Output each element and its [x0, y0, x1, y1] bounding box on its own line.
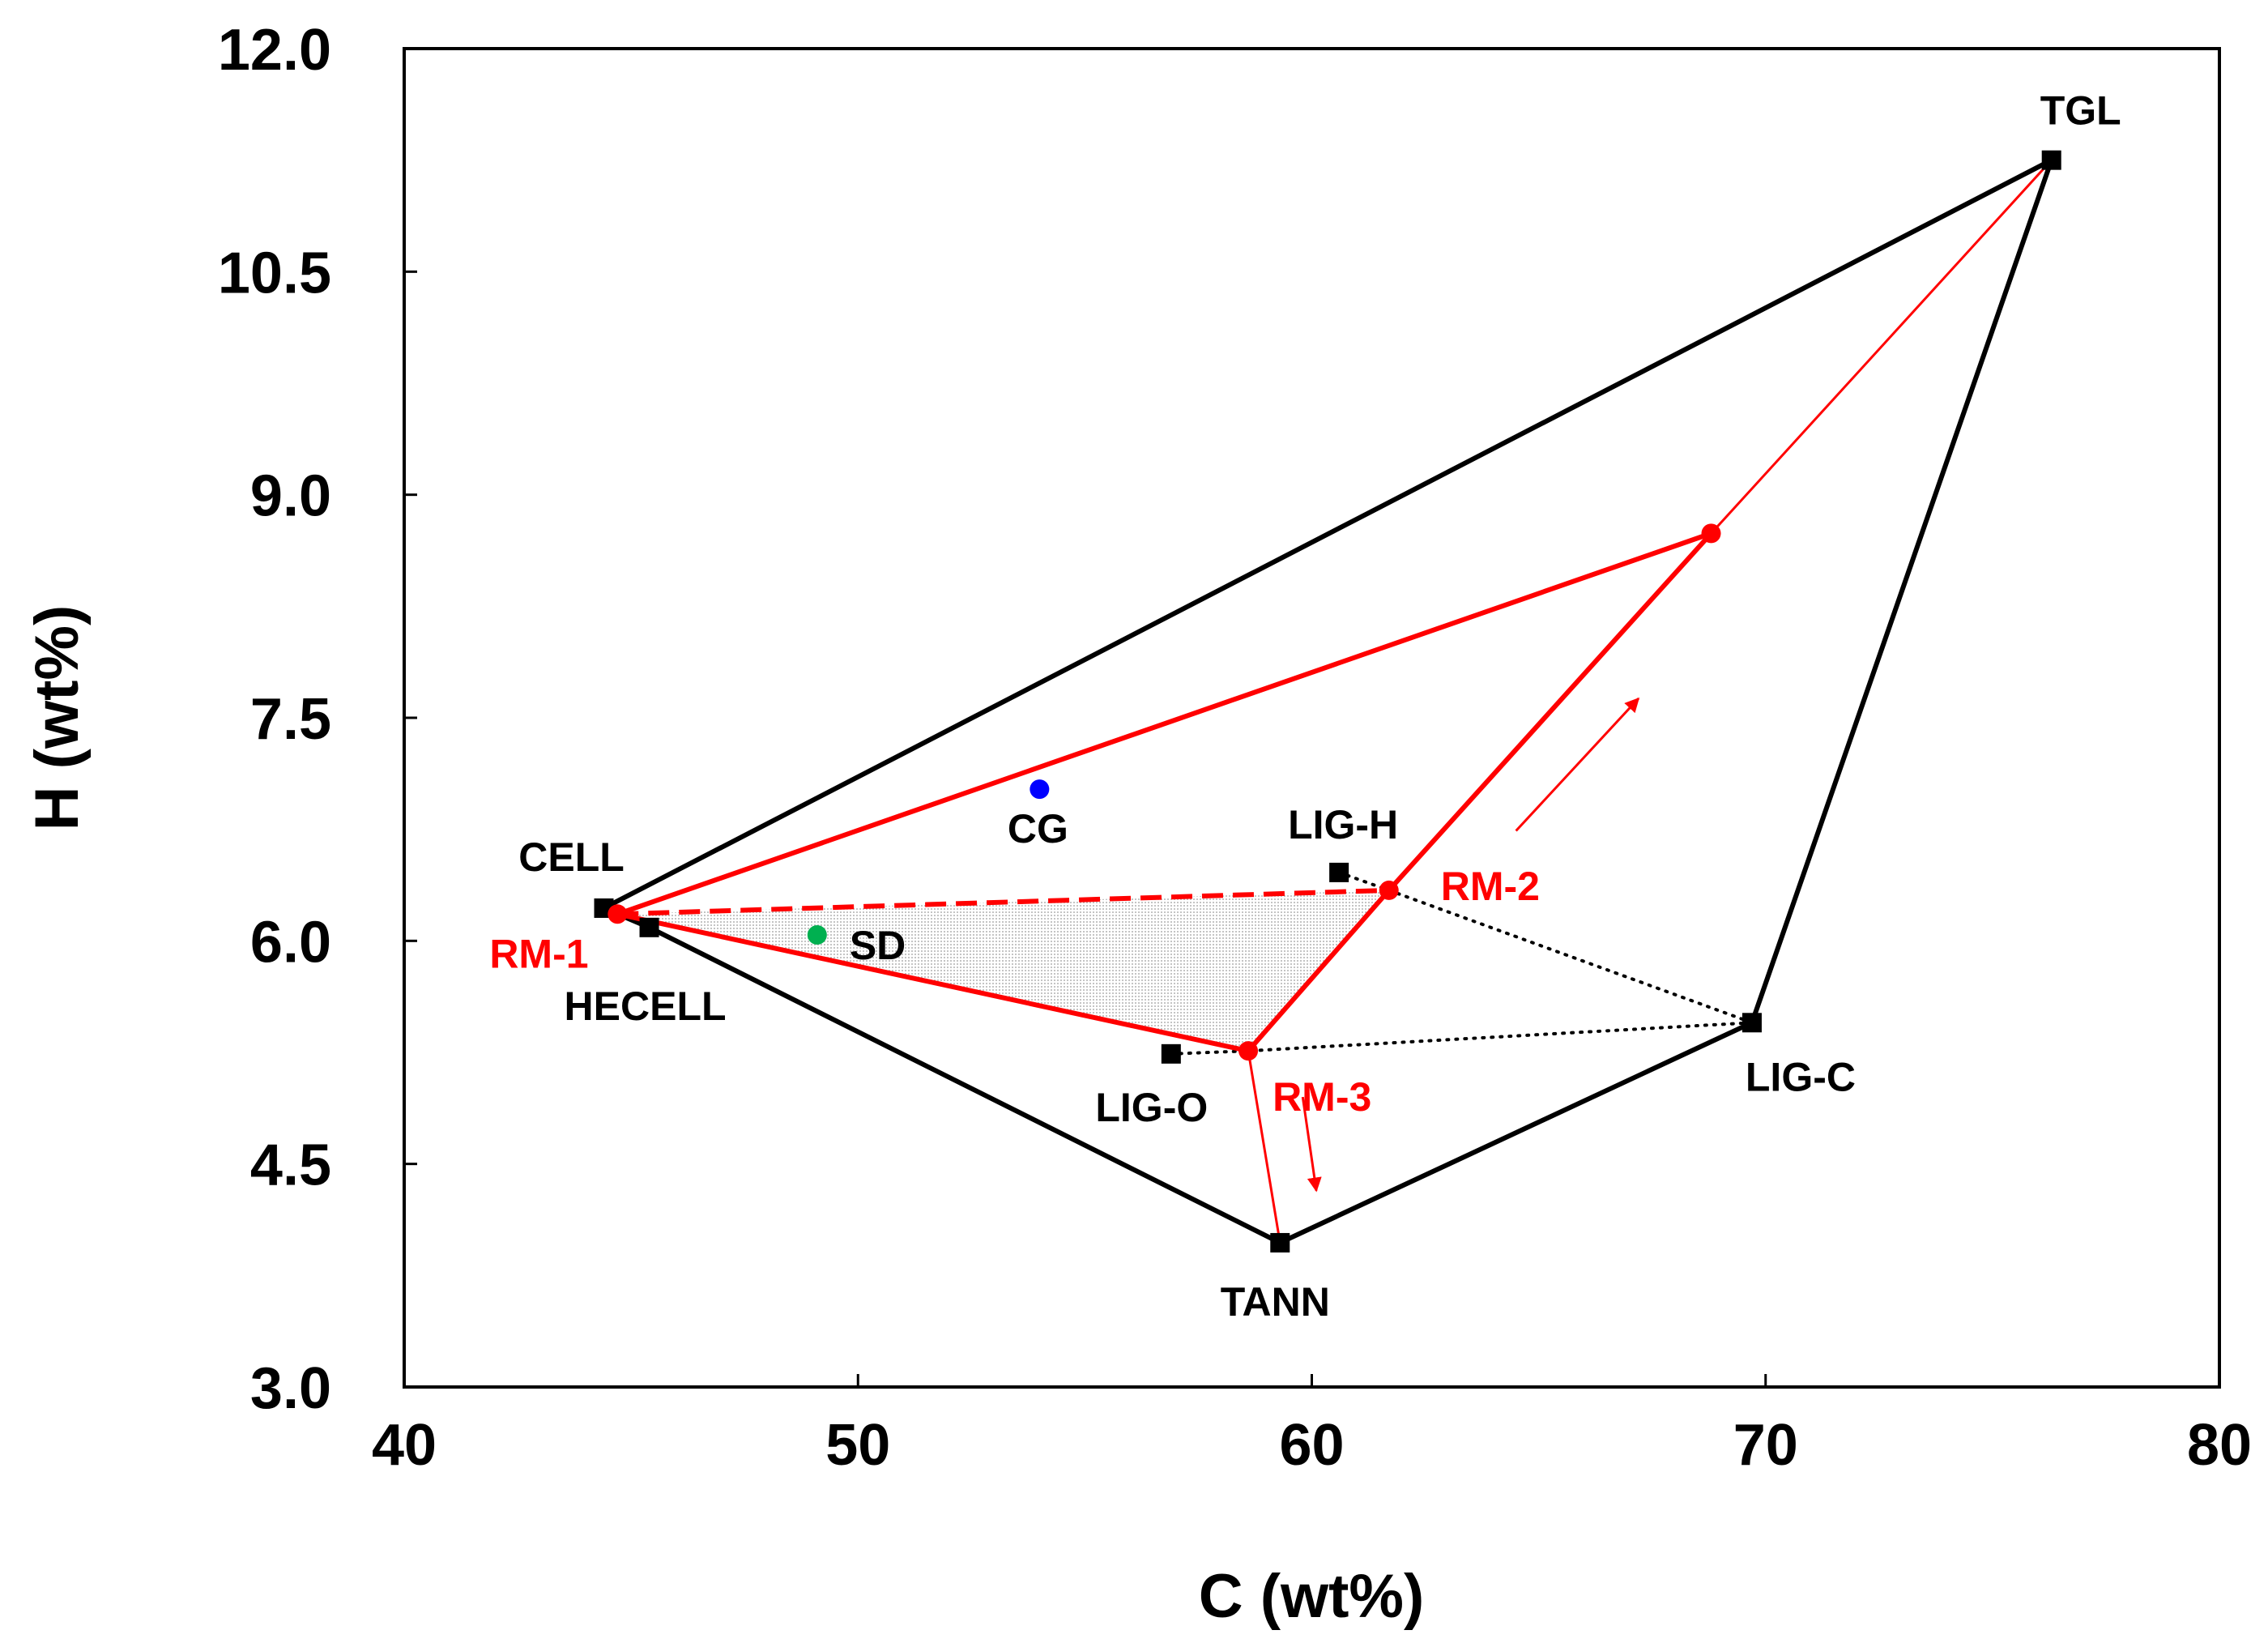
marker-lig-o — [1161, 1043, 1181, 1064]
label-tann: TANN — [1221, 1279, 1330, 1325]
red-thin-line-1 — [1710, 159, 2053, 535]
label-cg: CG — [1008, 806, 1068, 851]
y-tick-label-12.0: 12.0 — [218, 18, 331, 83]
marker-hecell — [639, 917, 659, 937]
marker-tgl — [2041, 150, 2061, 170]
red-region-line-1 — [616, 531, 1712, 917]
red-thin-line-2 — [1247, 1050, 1281, 1244]
red-region-line-2 — [616, 911, 1249, 1054]
x-tick-label-50: 50 — [825, 1413, 890, 1478]
x-tick-label-60: 60 — [1279, 1413, 1344, 1478]
point-labels-layer: CELL HECELL LIG-H LIG-O LIG-C TANN TGL CG SD RM-1… — [489, 88, 2121, 1325]
direction-arrow-1 — [1515, 697, 1640, 832]
label-rm-2: RM-2 — [1441, 864, 1540, 909]
marker-lig-h — [1329, 862, 1349, 882]
y-tick-label-6.0: 6.0 — [250, 910, 331, 975]
red-region-line-4 — [1387, 531, 1713, 892]
x-axis-title: C (wt%) — [1199, 1562, 1425, 1631]
marker-sd — [807, 924, 827, 945]
label-rm-3: RM-3 — [1273, 1074, 1371, 1120]
lignin-dotted-line-2 — [1169, 1021, 1754, 1056]
label-lig-o: LIG-O — [1095, 1085, 1208, 1130]
axes-layer: 40 50 60 70 80 3.0 4.5 6.0 7.5 9.0 10.5 12.0 — [218, 18, 2252, 1478]
direction-arrow-2 — [1301, 1096, 1322, 1193]
label-cell: CELL — [518, 834, 625, 880]
marker-rm-1 — [608, 904, 628, 924]
y-tick-label-7.5: 7.5 — [250, 687, 331, 752]
red-dashed-line-1 — [617, 887, 1389, 917]
y-tick-label-10.5: 10.5 — [218, 241, 331, 305]
x-tick-label-70: 70 — [1733, 1413, 1798, 1478]
marker-rm-3 — [1238, 1041, 1259, 1061]
x-tick-label-80: 80 — [2187, 1413, 2252, 1478]
label-sd: SD — [850, 923, 906, 968]
marker-rm-top — [1701, 523, 1721, 544]
label-rm-1: RM-1 — [489, 931, 588, 976]
marker-lig-c — [1742, 1013, 1762, 1033]
label-lig-c: LIG-C — [1746, 1054, 1856, 1099]
plot-frame — [403, 47, 2221, 1389]
y-tick-label-4.5: 4.5 — [250, 1133, 331, 1198]
y-tick-label-3.0: 3.0 — [250, 1356, 331, 1421]
marker-rm-2 — [1379, 880, 1399, 900]
y-axis-title: H (wt%) — [23, 605, 92, 831]
label-lig-h: LIG-H — [1288, 802, 1398, 847]
y-tick-label-9.0: 9.0 — [250, 464, 331, 529]
marker-tann — [1270, 1232, 1290, 1253]
marker-cg — [1030, 779, 1050, 800]
red-region-line-3 — [1246, 888, 1391, 1053]
lignin-dotted-line-1 — [1337, 870, 1754, 1025]
label-hecell: HECELL — [565, 984, 727, 1029]
x-tick-label-40: 40 — [372, 1413, 437, 1478]
points-layer — [594, 150, 2061, 1253]
label-tgl: TGL — [2040, 88, 2121, 134]
